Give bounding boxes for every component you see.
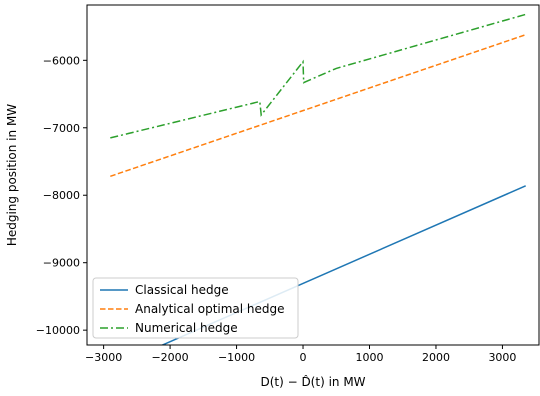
- legend-label-1: Classical hedge: [135, 283, 229, 297]
- legend-label-2: Analytical optimal hedge: [135, 302, 285, 316]
- y-axis-label: Hedging position in MW: [5, 104, 19, 246]
- x-tick-label: 3000: [488, 351, 516, 364]
- legend-box: [92, 277, 299, 339]
- x-axis-ticks: −3000 −2000 −1000 0 1000 2000 3000: [85, 345, 516, 364]
- plot-frame: [86, 4, 540, 346]
- series-line-3: [110, 13, 526, 139]
- y-tick-label: −7000: [43, 122, 80, 135]
- x-axis-label: D(t) − D̂(t) in MW: [260, 375, 365, 389]
- legend-label-3: Numerical hedge: [135, 321, 238, 335]
- x-tick-label: −2000: [151, 351, 188, 364]
- y-tick-label: −9000: [43, 257, 80, 270]
- y-axis-ticks: −10000 −9000 −8000 −7000 −6000: [36, 54, 87, 337]
- y-tick-label: −10000: [36, 324, 80, 337]
- y-tick-label: −8000: [43, 189, 80, 202]
- x-tick-label: −1000: [218, 351, 255, 364]
- y-tick-label: −6000: [43, 54, 80, 67]
- x-tick-label: 1000: [356, 351, 384, 364]
- legend: Classical hedge Analytical optimal hedge N…: [92, 277, 299, 339]
- series-line-2: [110, 33, 526, 178]
- series-line-1: [160, 185, 527, 345]
- x-tick-label: −3000: [85, 351, 122, 364]
- x-tick-label: 0: [300, 351, 307, 364]
- x-tick-label: 2000: [422, 351, 450, 364]
